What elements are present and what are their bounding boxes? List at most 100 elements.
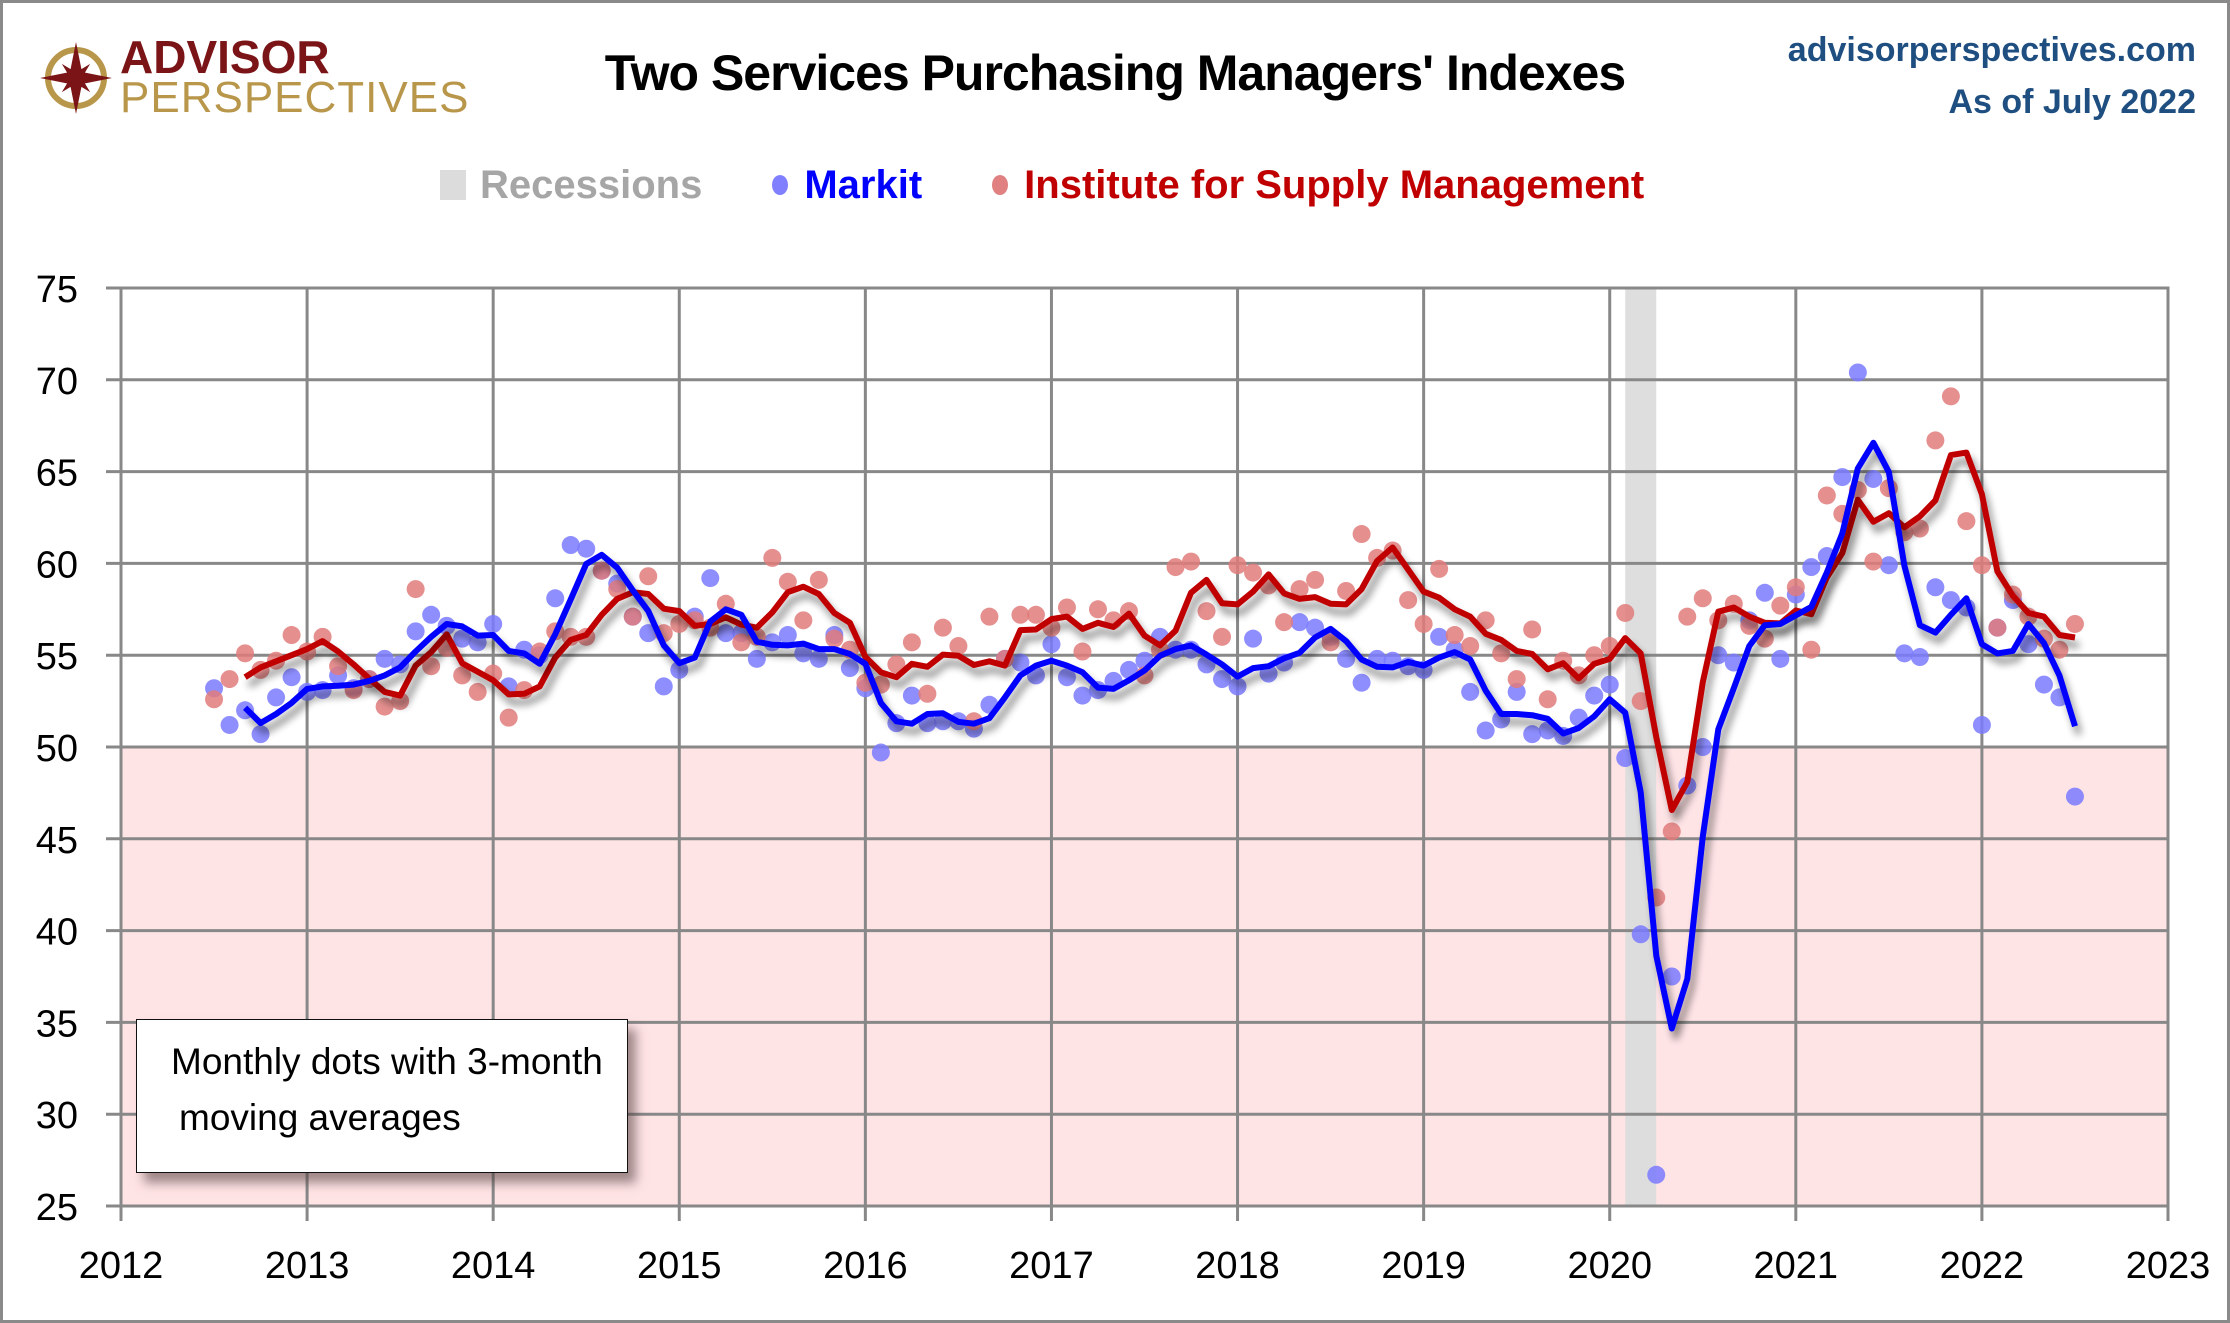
ism-dot [1817,486,1836,505]
legend-item-recessions: Recessions [440,163,702,208]
annotation-box: Monthly dots with 3-month moving average… [136,1019,628,1173]
logo-perspectives-text: PERSPECTIVES [120,73,470,122]
ism-dot [1197,602,1216,621]
ism-dot [1166,558,1185,577]
markit-dot [639,624,658,643]
ism-dot [592,561,611,580]
y-tick-label: 60 [36,544,78,586]
ism-dot [1662,822,1681,841]
ism-dot [1430,559,1449,578]
x-tick-label: 2020 [1567,1245,1652,1287]
y-tick-label: 70 [36,361,78,403]
markit-dot [1802,558,1821,577]
ism-dot [1693,589,1712,608]
ism-dot [1290,580,1309,599]
ism-dot [1941,387,1960,406]
logo-advisor-text: ADVISOR [120,31,330,83]
markit-dot [1476,721,1495,740]
markit-dot [406,622,425,641]
markit-dot [1910,648,1929,667]
markit-dot [2065,787,2084,806]
y-tick-label: 50 [36,728,78,770]
markit-dot [902,686,921,705]
markit-dot [1616,749,1635,768]
ism-dot [933,618,952,637]
markit-dot [1879,556,1898,575]
legend-label-ism: Institute for Supply Management [1024,162,1645,207]
markit-dot [654,677,673,696]
markit-dot [282,668,301,687]
ism-dot [499,708,518,727]
y-tick-label: 75 [36,269,78,311]
ism-dot [1802,640,1821,659]
ism-dot [1445,626,1464,645]
ism-dot [1926,431,1945,450]
ism-dot [1011,605,1030,624]
markit-dot [1228,677,1247,696]
legend-label-recessions: Recessions [480,162,703,207]
recession-swatch-icon [440,170,466,200]
ism-dot [236,644,255,663]
markit-dot [1337,649,1356,668]
markit-dot [701,569,720,588]
markit-dot [267,688,286,707]
ism-dot [623,607,642,626]
markit-dot [1523,725,1542,744]
ism-dot [375,697,394,716]
ism-dot [1337,581,1356,600]
ism-dot [732,633,751,652]
markit-dot [794,644,813,663]
markit-dot [778,626,797,645]
ism-dot [825,629,844,648]
ism-dot [1538,690,1557,709]
x-tick-label: 2021 [1754,1245,1839,1287]
ism-dot [1088,600,1107,619]
markit-dot [1724,653,1743,672]
markit-dot [871,743,890,762]
y-tick-label: 45 [36,820,78,862]
markit-dot [716,624,735,643]
markit-dot [1352,673,1371,692]
ism-dot [639,567,658,586]
legend-item-markit: Markit [772,163,922,208]
markit-dot [1011,653,1030,672]
x-tick-label: 2022 [1940,1245,2025,1287]
ism-dot [1678,607,1697,626]
ism-dot [329,657,348,676]
source-block: advisorperspectives.com As of July 2022 [1788,24,2196,128]
ism-dot [1057,598,1076,617]
ism-dot [1616,603,1635,622]
markit-dot [1244,629,1263,648]
ism-dot [778,572,797,591]
ism-dot [1507,670,1526,689]
markit-dot [1507,682,1526,701]
x-tick-label: 2012 [79,1245,164,1287]
ism-dot [1244,563,1263,582]
ism-dot [220,670,239,689]
ism-dot [1414,614,1433,633]
y-tick-label: 35 [36,1003,78,1045]
markit-dot-icon [772,175,789,195]
ism-dot [763,548,782,567]
markit-dot [251,725,270,744]
markit-dot [1631,925,1650,944]
markit-dot [561,536,580,555]
x-tick-label: 2013 [265,1245,350,1287]
markit-dot [1585,686,1604,705]
markit-dot [1647,1165,1666,1184]
ism-dot [282,626,301,645]
legend-label-markit: Markit [804,162,923,207]
ism-dot [980,607,999,626]
markit-dot [2034,675,2053,694]
x-tick-label: 2023 [2126,1245,2211,1287]
ism-dot [1957,512,1976,531]
ism-dot [1275,613,1294,632]
markit-dot [220,715,239,734]
markit-moving-average-line [242,439,2078,1032]
annotation-line-1: Monthly dots with 3-month [171,1041,603,1082]
markit-dot [1755,583,1774,602]
compass-icon [40,42,112,114]
ism-dot [1399,591,1418,610]
markit-dot [1057,668,1076,687]
ism-dot [1786,578,1805,597]
